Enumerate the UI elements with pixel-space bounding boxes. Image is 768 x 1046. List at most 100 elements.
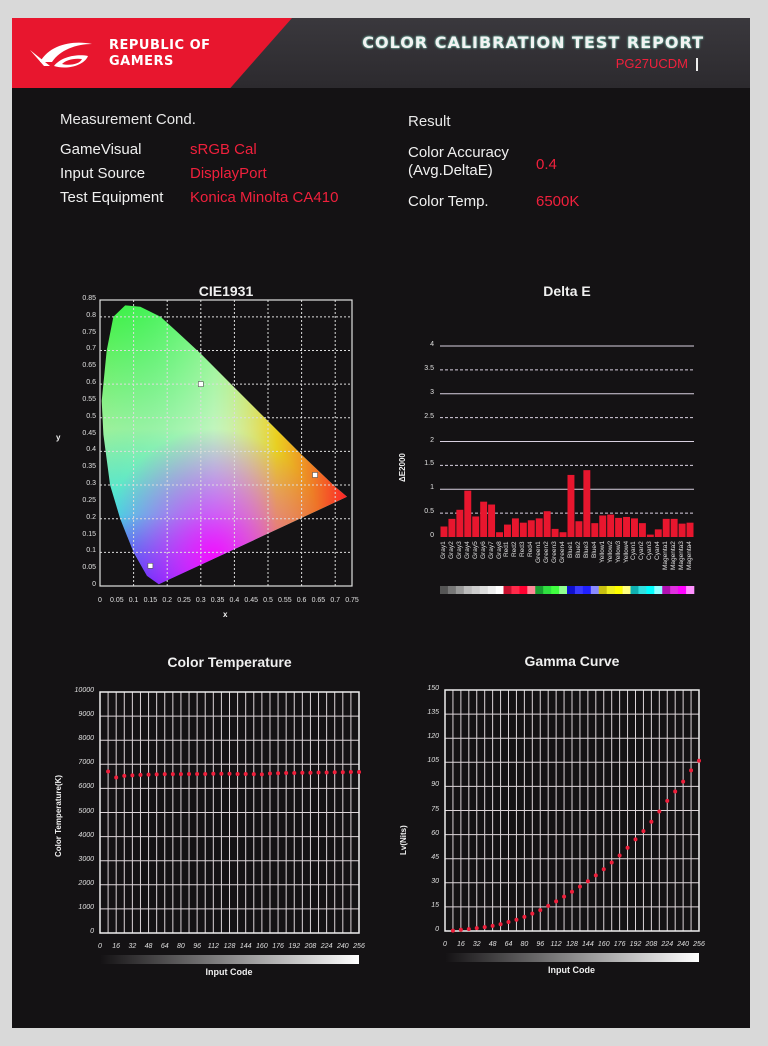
x-category-label: Yellow2 (606, 541, 614, 564)
plot-area (444, 689, 701, 933)
x-category-label: Gray2 (447, 541, 455, 559)
x-tick: 128 (566, 941, 578, 948)
y-tick: 120 (427, 733, 439, 741)
y-tick: 0 (435, 926, 439, 933)
model-divider (696, 58, 698, 71)
x-category-label: Red4 (527, 541, 535, 557)
y-tick: 2 (430, 436, 434, 444)
x-category-label: Gray7 (487, 541, 495, 559)
x-category-label: Gray6 (479, 541, 487, 559)
x-tick: 64 (504, 941, 513, 948)
x-category-label: Red2 (511, 541, 519, 557)
color-swatch-strip (440, 586, 695, 594)
data-point (570, 889, 574, 894)
x-tick: 160 (256, 943, 268, 950)
x-tick: 0.35 (210, 597, 225, 604)
data-point (466, 927, 471, 932)
x-tick: 144 (582, 941, 594, 948)
data-point (585, 879, 590, 884)
y-tick: 4000 (78, 831, 94, 839)
accuracy-label-line2: (Avg.DeltaE) (408, 162, 493, 179)
x-category-label: Green3 (551, 541, 559, 563)
accuracy-label-line1: Color Accuracy (408, 144, 509, 161)
x-tick: 0.4 (229, 597, 240, 604)
x-axis-label: Input Code (548, 965, 595, 975)
delta-e-bar (615, 517, 623, 537)
y-tick: 1 (430, 484, 434, 492)
y-tick: 0.75 (82, 328, 96, 336)
data-point (154, 772, 159, 777)
data-point (106, 769, 111, 774)
data-point (203, 771, 208, 776)
y-tick: 9000 (78, 711, 94, 719)
x-tick: 48 (488, 941, 497, 948)
x-tick: 256 (353, 943, 365, 950)
plot-area (440, 345, 694, 537)
x-category-label: Green2 (543, 541, 551, 563)
data-point (235, 771, 240, 776)
x-tick: 240 (677, 941, 689, 948)
y-tick: 2000 (78, 879, 94, 887)
delta-e-bar (646, 534, 654, 537)
y-tick: 150 (427, 685, 439, 692)
y-tick: 0.45 (82, 429, 96, 437)
delta-e-bar (456, 509, 464, 537)
y-tick: 0.85 (82, 295, 96, 302)
x-tick: 0.7 (330, 597, 341, 604)
data-point (146, 772, 151, 777)
delta-e-bar (480, 501, 488, 537)
y-tick: 0.4 (86, 446, 96, 454)
y-tick: 0.55 (82, 395, 96, 403)
x-tick: 64 (160, 943, 169, 950)
delta-e-bar (511, 518, 519, 537)
data-point (625, 845, 630, 850)
data-point (609, 860, 614, 865)
data-point (170, 772, 175, 777)
x-tick: 208 (304, 943, 317, 950)
y-tick: 0.15 (82, 530, 96, 538)
data-point (348, 770, 353, 775)
delta-e-bar (543, 511, 551, 537)
model-name: PG27UCDM (615, 56, 688, 71)
delta-e-bar (567, 474, 575, 537)
chart-title: Delta E (543, 283, 591, 299)
data-point (474, 926, 479, 931)
x-tick: 176 (613, 941, 626, 948)
x-category-label: Gray4 (463, 541, 471, 559)
data-point (673, 789, 678, 794)
delta-e-bar (686, 522, 694, 537)
x-tick: 0.75 (345, 597, 359, 604)
x-category-label: Yellow1 (598, 541, 606, 564)
data-point (114, 775, 119, 780)
x-tick: 32 (472, 941, 481, 948)
y-tick: 1000 (78, 903, 94, 911)
data-point (601, 867, 606, 872)
x-category-label: Green1 (535, 541, 543, 563)
x-tick: 80 (177, 943, 185, 950)
y-axis-label: Lv(Nits) (399, 824, 408, 855)
measurement-label: Test Equipment (60, 189, 164, 206)
y-tick: 0.5 (86, 412, 96, 420)
result-label: Color Temp. (408, 193, 489, 210)
delta-e-bar (670, 518, 678, 537)
data-point (300, 770, 305, 775)
data-point (276, 771, 281, 776)
primary-point-blue (147, 563, 154, 569)
data-point (211, 771, 216, 776)
data-point (187, 771, 192, 776)
x-tick: 0 (443, 941, 447, 948)
x-axis-label: Input Code (205, 967, 253, 977)
delta-e-bar (472, 516, 480, 537)
data-point (340, 770, 345, 775)
x-category-label: Gray1 (439, 541, 447, 559)
delta-e-bar (607, 514, 615, 537)
y-tick: 6000 (78, 783, 94, 791)
data-point (617, 853, 622, 858)
x-category-label: Blue4 (590, 541, 598, 558)
x-tick: 0.15 (143, 597, 158, 604)
y-tick: 15 (431, 901, 439, 909)
y-axis-label: y (56, 433, 61, 442)
brand-line-2: GAMERS (109, 54, 174, 69)
x-tick: 208 (645, 941, 658, 948)
data-point (546, 903, 551, 908)
